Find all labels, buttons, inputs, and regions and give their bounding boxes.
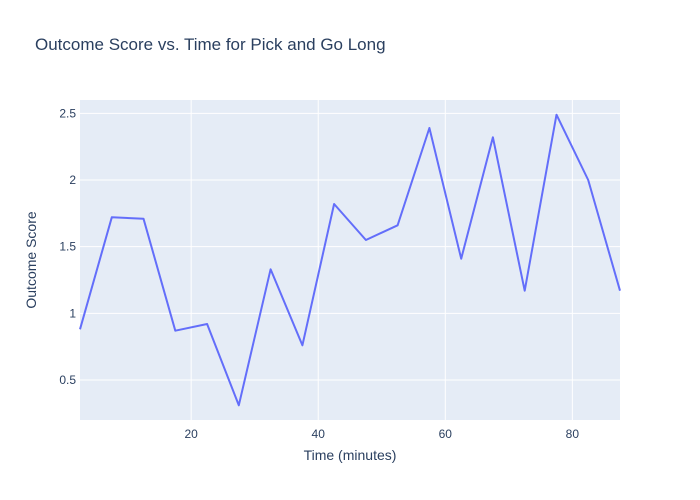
x-tick-label: 60	[439, 427, 453, 441]
y-tick-label: 1	[69, 306, 76, 320]
series-line	[79, 113, 621, 407]
y-axis-title: Outcome Score	[23, 211, 39, 308]
x-tick-label: 20	[184, 427, 198, 441]
y-tick-label: 0.5	[59, 373, 76, 387]
y-tick-label: 2.5	[59, 106, 76, 120]
y-tick-label: 1.5	[59, 240, 76, 254]
chart-title: Outcome Score vs. Time for Pick and Go L…	[35, 35, 386, 54]
y-tick-labels: 0.5 1 1.5 2 2.5	[59, 106, 76, 387]
x-axis-title: Time (minutes)	[304, 447, 397, 463]
y-tick-label: 2	[69, 173, 76, 187]
x-tick-label: 40	[312, 427, 326, 441]
x-tick-labels: 20 40 60 80	[184, 427, 579, 441]
plot-area	[80, 100, 620, 420]
x-tick-label: 80	[566, 427, 580, 441]
